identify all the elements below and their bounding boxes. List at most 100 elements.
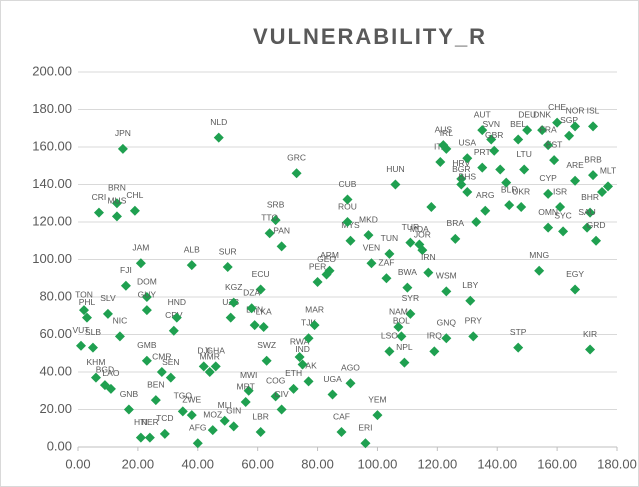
point-label: USA <box>459 138 477 148</box>
point-label: CAF <box>333 411 350 421</box>
point <box>120 280 131 291</box>
point-label: EST <box>546 139 563 149</box>
point-label: ROU <box>338 201 357 211</box>
point <box>114 331 125 342</box>
point <box>405 237 416 248</box>
point-label: GHA <box>207 346 226 356</box>
point <box>501 177 512 188</box>
point-label: MNG <box>529 250 549 260</box>
point-label: ETH <box>285 368 302 378</box>
point-label: RWA <box>290 336 310 346</box>
point-label: MRT <box>237 381 255 391</box>
point <box>504 200 515 211</box>
point-label: IND <box>295 344 310 354</box>
point <box>207 425 218 436</box>
point-label: NAM <box>389 306 408 316</box>
point <box>255 284 266 295</box>
point <box>342 217 353 227</box>
point-label: KHM <box>87 357 106 367</box>
y-tick-label: 0.00 <box>47 438 72 453</box>
point <box>402 282 413 293</box>
point <box>537 125 548 136</box>
point <box>582 222 593 233</box>
point <box>486 134 497 145</box>
point <box>360 438 371 449</box>
point <box>477 162 488 173</box>
x-tick-label: 20.00 <box>122 456 155 471</box>
point-label: DNK <box>533 109 551 119</box>
point-label: MWI <box>240 370 257 380</box>
point-label: UGA <box>323 374 342 384</box>
point-label: TCD <box>156 413 173 423</box>
y-tick-label: 20.00 <box>39 401 72 416</box>
point <box>204 367 215 377</box>
point <box>543 188 554 199</box>
x-tick-label: 0.00 <box>65 456 90 471</box>
point <box>111 211 122 222</box>
point <box>519 164 530 175</box>
point <box>303 376 314 387</box>
point <box>144 432 155 443</box>
point <box>261 355 272 366</box>
point-label: PER <box>309 261 326 271</box>
point-label: SUR <box>219 246 237 256</box>
point <box>426 202 437 212</box>
point-label: FRA <box>540 124 557 134</box>
point <box>429 346 440 357</box>
point-label: ECU <box>252 269 270 279</box>
point <box>468 331 479 342</box>
point-label: CRI <box>92 192 107 202</box>
point <box>129 205 140 216</box>
point <box>150 395 161 406</box>
point <box>228 297 239 308</box>
point <box>75 340 86 351</box>
point-label: HTI <box>134 417 148 427</box>
point-label: VEN <box>363 243 380 253</box>
point <box>552 117 563 128</box>
point-label: LTU <box>516 149 531 159</box>
point <box>462 187 473 197</box>
point-label: TON <box>75 289 93 299</box>
point-label: CYP <box>539 173 557 183</box>
point <box>177 406 188 417</box>
y-tick-label: 120.00 <box>32 213 72 228</box>
point-label: NLD <box>210 117 227 127</box>
point <box>597 187 608 197</box>
point-label: GEO <box>317 254 336 264</box>
point <box>123 404 134 415</box>
point <box>417 245 428 256</box>
point <box>450 233 461 244</box>
point <box>228 421 239 432</box>
point <box>219 415 230 426</box>
y-tick-label: 200.00 <box>32 63 72 78</box>
point <box>489 145 500 156</box>
point <box>165 372 176 383</box>
point-label: COG <box>266 376 285 386</box>
x-tick-label: 120.00 <box>417 456 457 471</box>
point-label: CPV <box>165 310 183 320</box>
point <box>246 303 257 314</box>
point <box>516 202 527 212</box>
point-label: BRB <box>584 154 602 164</box>
point-label: TJK <box>301 318 316 328</box>
point-label: ERI <box>358 423 372 433</box>
point-label: JPN <box>115 128 131 138</box>
point-label: SYC <box>554 211 571 221</box>
point-label: DJI <box>197 346 210 356</box>
point <box>294 352 305 362</box>
point-label: MMR <box>200 351 220 361</box>
point <box>312 277 323 287</box>
point <box>513 342 524 353</box>
point-label: ARM <box>320 250 339 260</box>
point <box>396 331 407 342</box>
point <box>258 322 269 332</box>
point <box>324 265 335 276</box>
point-label: MYS <box>341 220 360 230</box>
point <box>327 389 338 400</box>
point-label: GNQ <box>437 318 457 328</box>
point-label: VUT <box>72 325 89 335</box>
point <box>393 322 404 332</box>
point-label: IRQ <box>427 331 443 341</box>
